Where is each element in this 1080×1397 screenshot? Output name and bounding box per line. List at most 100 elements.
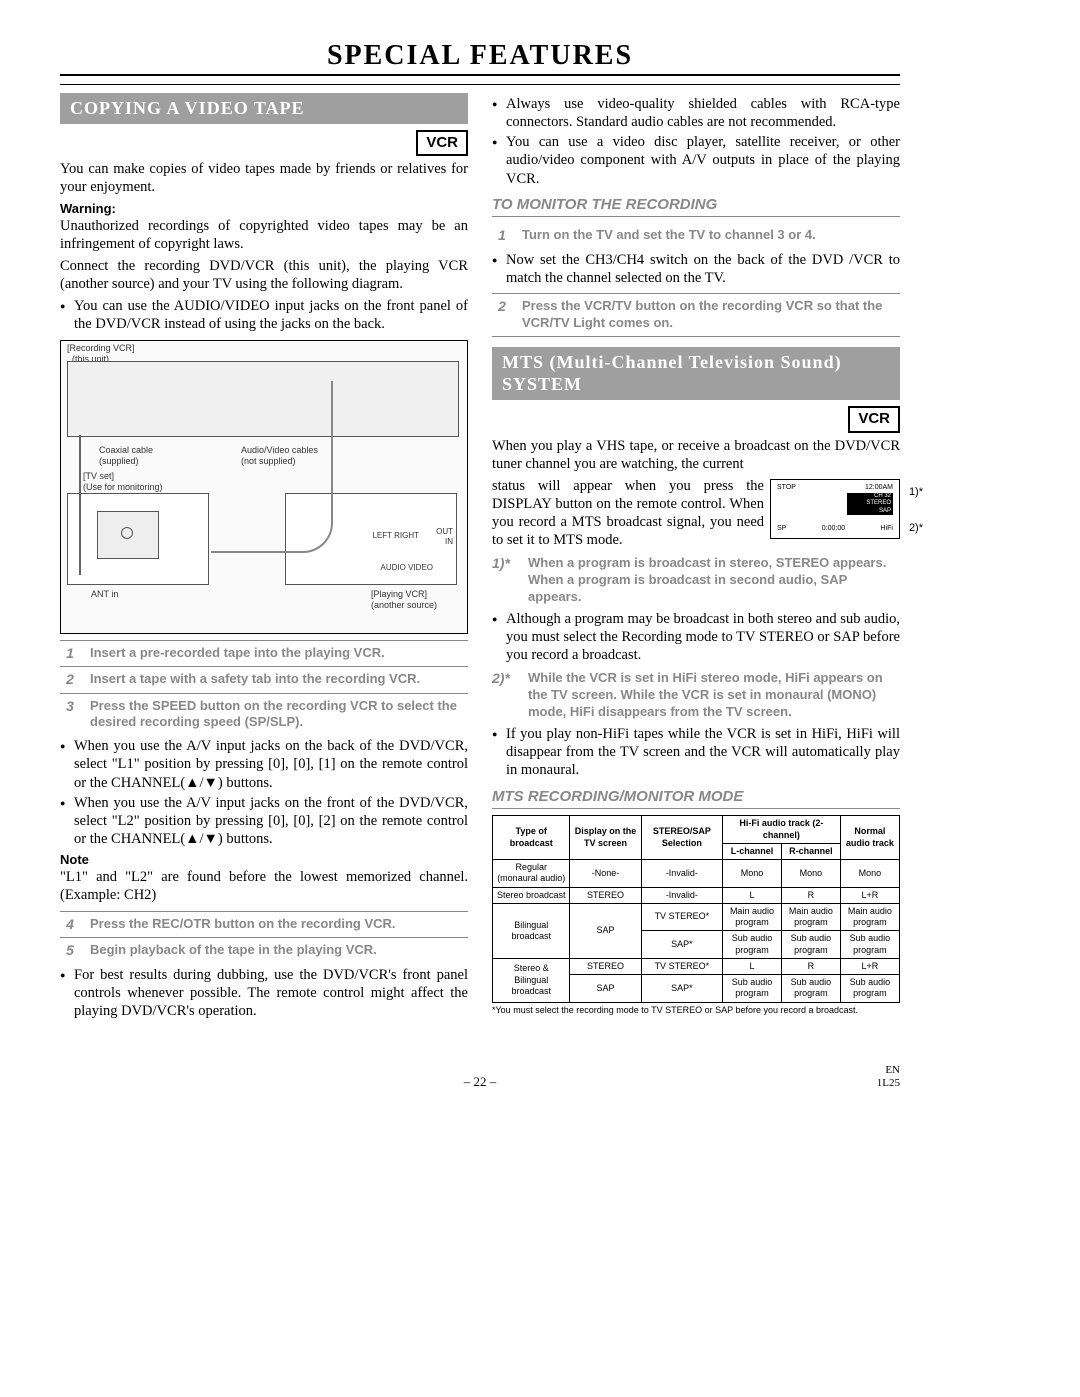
th-type: Type of broadcast [493, 816, 570, 860]
step-4-num: 4 [60, 916, 80, 934]
cell: SAP* [641, 975, 722, 1003]
copying-heading: COPYING A VIDEO TAPE [60, 93, 468, 124]
page-number: – 22 – [340, 1074, 620, 1090]
cell: L+R [840, 887, 899, 903]
cell: Regular (monaural audio) [493, 860, 570, 888]
cell: Mono [723, 860, 782, 888]
th-rch: R-channel [781, 843, 840, 859]
vcr-badge-left: VCR [416, 130, 468, 157]
cell: TV STEREO* [641, 958, 722, 974]
step-3-text: Press the SPEED button on the recording … [90, 698, 468, 732]
th-lch: L-channel [723, 843, 782, 859]
step-1-num: 1 [60, 645, 80, 663]
diagram-ant: ANT in [91, 589, 118, 600]
mts-heading: MTS (Multi-Channel Television Sound) SYS… [492, 347, 900, 400]
copy-intro: You can make copies of video tapes made … [60, 160, 468, 196]
mts-note-2-bullet: If you play non-HiFi tapes while the VCR… [492, 725, 900, 779]
monitor-step-2-num: 2 [492, 298, 512, 332]
cell: STEREO [570, 887, 641, 903]
right-column: Always use video-quality shielded cables… [492, 93, 900, 1024]
steps-a: 1 Insert a pre-recorded tape into the pl… [60, 640, 468, 736]
diagram-av: AUDIO VIDEO [381, 563, 433, 573]
cell: L [723, 887, 782, 903]
table-row: Bilingual broadcast SAP TV STEREO* Main … [493, 903, 900, 931]
after-steps-bullets: When you use the A/V input jacks on the … [60, 737, 468, 848]
warning-text: Unauthorized recordings of copyrighted v… [60, 217, 468, 253]
step-3: 3 Press the SPEED button on the recordin… [60, 694, 468, 736]
step-2-num: 2 [60, 671, 80, 689]
step-5-text: Begin playback of the tape in the playin… [90, 942, 468, 960]
screen-ann1: 1)* [909, 486, 923, 500]
left-column: COPYING A VIDEO TAPE VCR You can make co… [60, 93, 468, 1024]
screen-sap: SAP [879, 508, 891, 514]
cell: Main audio program [781, 903, 840, 931]
right-top-bullets: Always use video-quality shielded cables… [492, 95, 900, 188]
diagram-lr: LEFT RIGHT [372, 531, 419, 541]
cell: Stereo broadcast [493, 887, 570, 903]
monitor-steps: 1 Turn on the TV and set the TV to chann… [492, 223, 900, 249]
bullet-l1: When you use the A/V input jacks on the … [60, 737, 468, 791]
cell: Sub audio program [723, 975, 782, 1003]
wiring-diagram: [Recording VCR] (this unit) Coaxial cabl… [60, 340, 468, 634]
bullet-l2: When you use the A/V input jacks on the … [60, 794, 468, 848]
screen-time: 12:00AM [865, 484, 893, 493]
mts-intro1: When you play a VHS tape, or receive a b… [492, 437, 900, 473]
step-4: 4 Press the REC/OTR button on the record… [60, 912, 468, 939]
mts-note-1-text: When a program is broadcast in stereo, S… [528, 555, 900, 606]
table-row: Regular (monaural audio) -None- -Invalid… [493, 860, 900, 888]
pre-diagram-bullets: You can use the AUDIO/VIDEO input jacks … [60, 297, 468, 333]
mts-note-1-bullets: Although a program may be broadcast in b… [492, 610, 900, 664]
cell: Stereo & Bilingual broadcast [493, 958, 570, 1002]
step-1-text: Insert a pre-recorded tape into the play… [90, 645, 468, 663]
table-row: Stereo broadcast STEREO -Invalid- L R L+… [493, 887, 900, 903]
mts-note-2-num: 2)* [492, 670, 518, 721]
monitor-bullet-list: Now set the CH3/CH4 switch on the back o… [492, 251, 900, 287]
cell: TV STEREO* [641, 903, 722, 931]
tail-bullets: For best results during dubbing, use the… [60, 966, 468, 1020]
footer-code: 1L25 [877, 1077, 900, 1089]
screen-counter: 0:00:00 [822, 525, 845, 534]
screen-ann2: 2)* [909, 522, 923, 536]
display-screen: STOP 12:00AM CH 32 STEREO SAP SP 0:00:00… [770, 479, 900, 539]
cell: STEREO [570, 958, 641, 974]
th-selection: STEREO/SAP Selection [641, 816, 722, 860]
screen-stop: STOP [777, 484, 796, 493]
monitor-step-1: 1 Turn on the TV and set the TV to chann… [492, 223, 900, 249]
step-1: 1 Insert a pre-recorded tape into the pl… [60, 641, 468, 668]
monitor-steps-2: 2 Press the VCR/TV button on the recordi… [492, 293, 900, 337]
mts-table: Type of broadcast Display on the TV scre… [492, 815, 900, 1002]
cell: R [781, 958, 840, 974]
page-footer: – 22 – EN 1L25 [60, 1064, 900, 1090]
monitor-step-1-text: Turn on the TV and set the TV to channel… [522, 227, 900, 245]
rule-thin [60, 84, 900, 85]
mts-note-2-bullets: If you play non-HiFi tapes while the VCR… [492, 725, 900, 779]
warning-label: Warning: [60, 201, 468, 217]
cell: Mono [840, 860, 899, 888]
note-text: "L1" and "L2" are found before the lowes… [60, 868, 468, 904]
vcr-badge-right: VCR [848, 406, 900, 433]
th-hifi: Hi-Fi audio track (2-channel) [723, 816, 841, 844]
table-header-row-1: Type of broadcast Display on the TV scre… [493, 816, 900, 844]
step-3-num: 3 [60, 698, 80, 732]
screen-ch: CH 32 [874, 493, 891, 499]
steps-b: 4 Press the REC/OTR button on the record… [60, 911, 468, 964]
content-columns: COPYING A VIDEO TAPE VCR You can make co… [60, 93, 900, 1024]
cell: Main audio program [840, 903, 899, 931]
th-normal: Normal audio track [840, 816, 899, 860]
bullet-dubbing: For best results during dubbing, use the… [60, 966, 468, 1020]
monitor-step-2-text: Press the VCR/TV button on the recording… [522, 298, 900, 332]
cell: Mono [781, 860, 840, 888]
cell: Sub audio program [781, 975, 840, 1003]
step-2: 2 Insert a tape with a safety tab into t… [60, 667, 468, 694]
mts-note-1: 1)* When a program is broadcast in stere… [492, 553, 900, 608]
cell: Main audio program [723, 903, 782, 931]
bullet-cables: Always use video-quality shielded cables… [492, 95, 900, 131]
diagram-coax: Coaxial cable (supplied) [99, 445, 153, 468]
monitor-heading: TO MONITOR THE RECORDING [492, 196, 900, 218]
bullet-disc-player: You can use a video disc player, satelli… [492, 133, 900, 187]
monitor-step-1-num: 1 [492, 227, 512, 245]
rule-thick [60, 74, 900, 76]
connect-text: Connect the recording DVD/VCR (this unit… [60, 257, 468, 293]
cell: -None- [570, 860, 641, 888]
th-display: Display on the TV screen [570, 816, 641, 860]
